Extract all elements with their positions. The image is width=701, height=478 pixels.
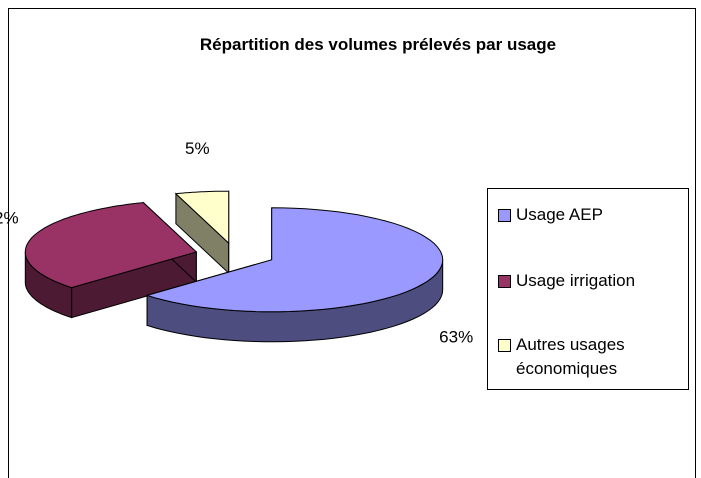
chart-title: Répartition des volumes prélevés par usa… [200,35,556,54]
slice-top [145,207,444,313]
legend-item: Autres usages économiques [498,333,683,381]
data-label: 5% [185,139,210,158]
slice-top [24,202,198,289]
data-label: 63% [439,327,473,346]
legend: Usage AEP Usage irrigation Autres usages é… [487,188,689,390]
legend-item: Usage irrigation [498,269,683,293]
pie-slice [174,190,230,275]
legend-label: Usage AEP [516,205,603,224]
legend-label: Usage irrigation [516,271,636,290]
data-label: 32% [0,209,19,228]
chart-border [8,8,696,478]
legend-swatch [498,275,511,288]
legend-item: Usage AEP [498,203,683,227]
slice-top [174,190,230,245]
legend-swatch [498,339,511,352]
pie-slice [24,201,198,319]
legend-label: Autres usages économiques [516,335,625,378]
pie-slice [145,207,444,343]
legend-swatch [498,209,511,222]
